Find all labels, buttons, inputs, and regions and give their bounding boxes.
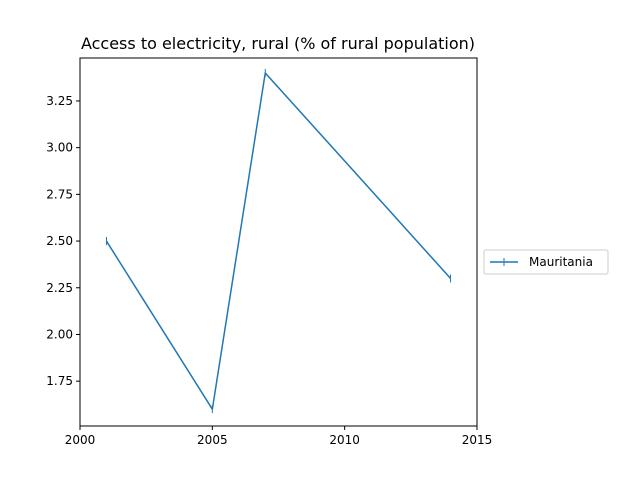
y-tick-label: 3.00 xyxy=(46,141,73,155)
y-tick-label: 3.25 xyxy=(46,94,73,108)
legend-label-mauritania: Mauritania xyxy=(529,255,593,269)
series-layer xyxy=(105,68,452,414)
ticks-layer: 2000 2005 2010 2015 1.75 2.00 2.25 2.50 2.75 3.00… xyxy=(46,94,492,447)
legend-box xyxy=(483,249,609,275)
x-tick-label: 2000 xyxy=(65,433,96,447)
y-tick-label: 1.75 xyxy=(46,374,73,388)
y-tick-label: 2.75 xyxy=(46,187,73,201)
plot-area xyxy=(80,58,477,426)
legend: Mauritania xyxy=(483,249,609,275)
series-line-mauritania xyxy=(105,72,452,410)
chart-title: Access to electricity, rural (% of rural… xyxy=(81,34,475,53)
y-tick-label: 2.00 xyxy=(46,327,73,341)
plot-frame xyxy=(79,57,478,427)
x-tick-label: 2005 xyxy=(197,433,228,447)
y-tick-label: 2.50 xyxy=(46,234,73,248)
x-tick-label: 2010 xyxy=(329,433,360,447)
y-tick-label: 2.25 xyxy=(46,281,73,295)
x-tick-label: 2015 xyxy=(462,433,493,447)
